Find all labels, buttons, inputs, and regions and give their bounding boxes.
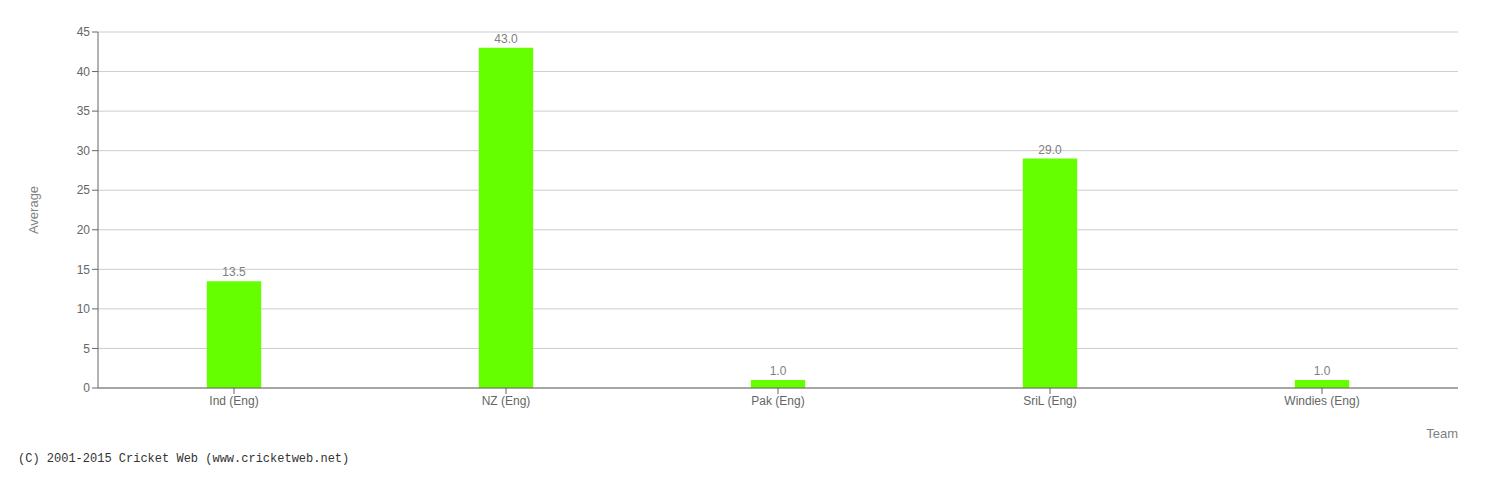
svg-text:SriL (Eng): SriL (Eng) xyxy=(1023,394,1077,408)
svg-text:Team: Team xyxy=(1426,426,1458,441)
svg-text:Pak (Eng): Pak (Eng) xyxy=(751,394,804,408)
html-text:(C) 2001-2015 Cricket Web (www: (C) 2001-2015 Cricket Web (www.cricketwe… xyxy=(18,452,350,466)
svg-text:NZ (Eng): NZ (Eng) xyxy=(482,394,531,408)
svg-text:0: 0 xyxy=(83,381,90,395)
svg-text:Windies (Eng): Windies (Eng) xyxy=(1284,394,1359,408)
svg-text:40: 40 xyxy=(77,65,91,79)
svg-text:45: 45 xyxy=(77,25,91,39)
svg-text:35: 35 xyxy=(77,104,91,118)
svg-text:Ind (Eng): Ind (Eng) xyxy=(209,394,258,408)
svg-text:1.0: 1.0 xyxy=(770,364,787,378)
svg-text:10: 10 xyxy=(77,302,91,316)
svg-text:Average: Average xyxy=(26,186,41,234)
svg-text:20: 20 xyxy=(77,223,91,237)
svg-text:15: 15 xyxy=(77,263,91,277)
svg-text:30: 30 xyxy=(77,144,91,158)
svg-text:25: 25 xyxy=(77,183,91,197)
svg-text:29.0: 29.0 xyxy=(1038,143,1062,157)
svg-text:13.5: 13.5 xyxy=(222,265,246,279)
svg-text:5: 5 xyxy=(83,342,90,356)
svg-text:43.0: 43.0 xyxy=(494,32,518,46)
svg-text:1.0: 1.0 xyxy=(1314,364,1331,378)
